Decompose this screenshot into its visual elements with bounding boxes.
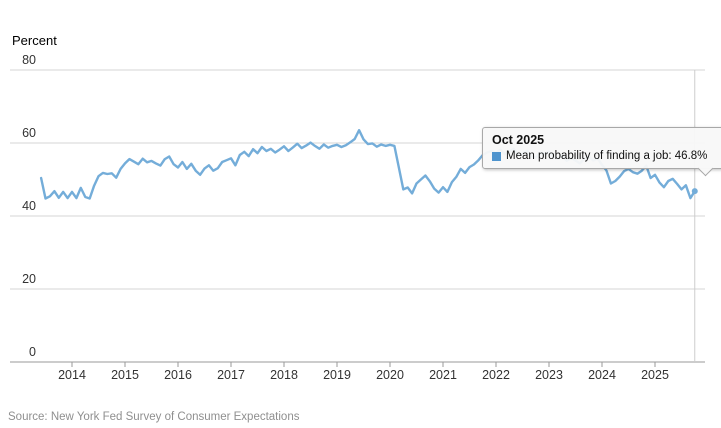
tooltip-series-row: Mean probability of finding a job: 46.8% — [492, 150, 714, 162]
source-note: Source: New York Fed Survey of Consumer … — [8, 411, 300, 423]
series-marker-icon — [492, 151, 501, 161]
x-tick-label: 2023 — [535, 368, 563, 382]
x-tick-label: 2022 — [482, 368, 510, 382]
x-tick-label: 2021 — [429, 368, 457, 382]
tooltip-title: Oct 2025 — [492, 133, 545, 147]
x-tick-label: 2025 — [641, 368, 669, 382]
hover-point-marker — [691, 188, 698, 195]
y-axis-title: Percent — [12, 33, 57, 48]
x-tick-label: 2018 — [270, 368, 298, 382]
x-tick-label: 2016 — [164, 368, 192, 382]
y-tick-label: 20 — [22, 272, 36, 286]
x-tick-label: 2015 — [111, 368, 139, 382]
x-tick-label: 2017 — [217, 368, 245, 382]
y-tick-label: 40 — [22, 199, 36, 213]
y-tick-label: 60 — [22, 126, 36, 140]
x-tick-label: 2014 — [58, 368, 86, 382]
y-tick-label: 0 — [29, 345, 36, 359]
x-tick-label: 2020 — [376, 368, 404, 382]
x-tick-label: 2019 — [323, 368, 351, 382]
y-tick-label: 80 — [22, 53, 36, 67]
x-tick-label: 2024 — [588, 368, 616, 382]
tooltip-text: Mean probability of finding a job: 46.8% — [506, 150, 708, 162]
chart-tooltip: Oct 2025 Mean probability of finding a j… — [482, 127, 721, 177]
